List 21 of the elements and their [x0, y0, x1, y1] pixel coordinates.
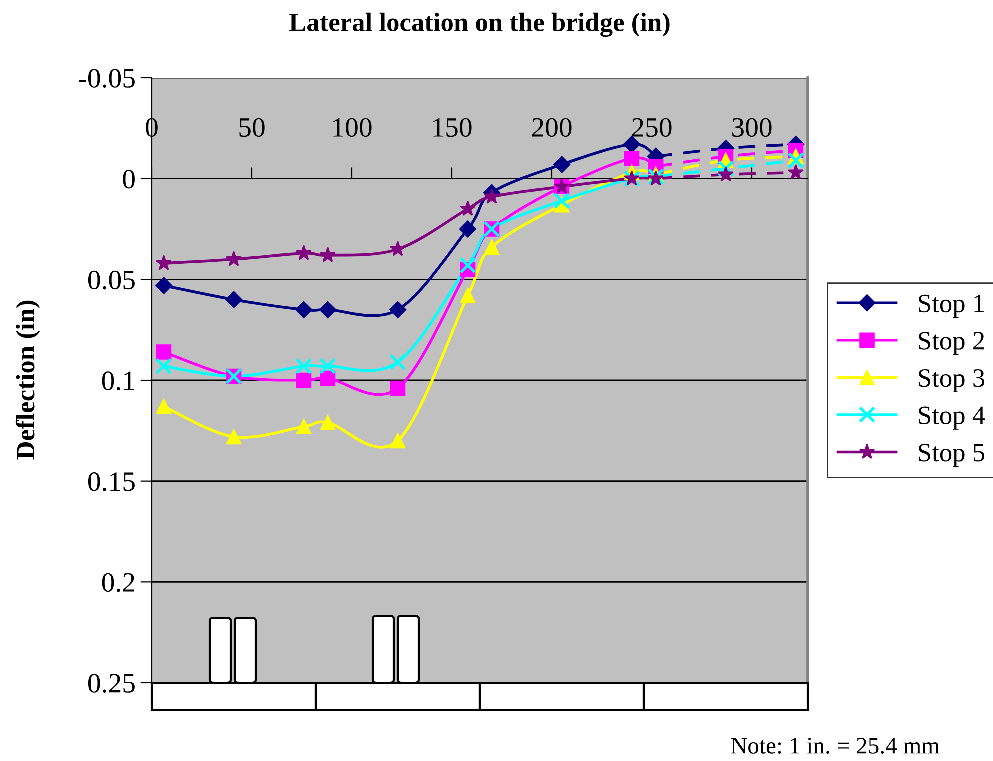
x-tick-label: 250	[632, 118, 672, 138]
y-tick-label: 0.1	[102, 372, 134, 391]
legend-label: Stop 1	[919, 294, 984, 318]
y-tick-label: 0	[123, 170, 135, 189]
x-tick-label: 300	[732, 118, 772, 138]
x-tick-label: 50	[240, 118, 265, 138]
legend-label: Stop 4	[919, 406, 986, 430]
x-tick-label: 200	[532, 118, 572, 138]
y-tick-label: 0.05	[88, 270, 135, 290]
chart-title: Lateral location on the bridge (in)	[290, 12, 670, 38]
legend-label: Stop 2	[919, 332, 984, 356]
y-tick-label: 0.15	[88, 472, 135, 492]
y-axis-title: Deflection (in)	[16, 300, 40, 460]
y-tick-label: 0.2	[102, 573, 134, 592]
y-tick-label: 0.25	[88, 674, 135, 694]
text: Note: 1 in. = 25.4 mm	[731, 738, 940, 754]
legend-label: Stop 3	[919, 369, 985, 393]
y-tick-label: -0.05	[79, 69, 135, 88]
legend-label: Stop 5	[919, 444, 985, 468]
x-tick-label: 150	[434, 118, 472, 138]
x-tick-label: 100	[334, 118, 372, 138]
